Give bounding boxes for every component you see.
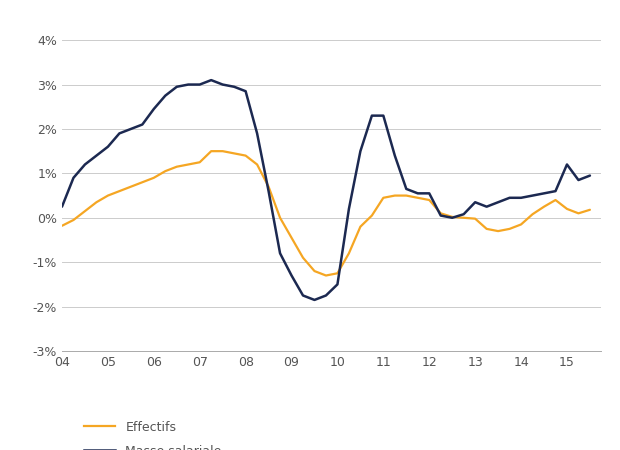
Legend: Effectifs, Masse salariale: Effectifs, Masse salariale [79,416,227,450]
